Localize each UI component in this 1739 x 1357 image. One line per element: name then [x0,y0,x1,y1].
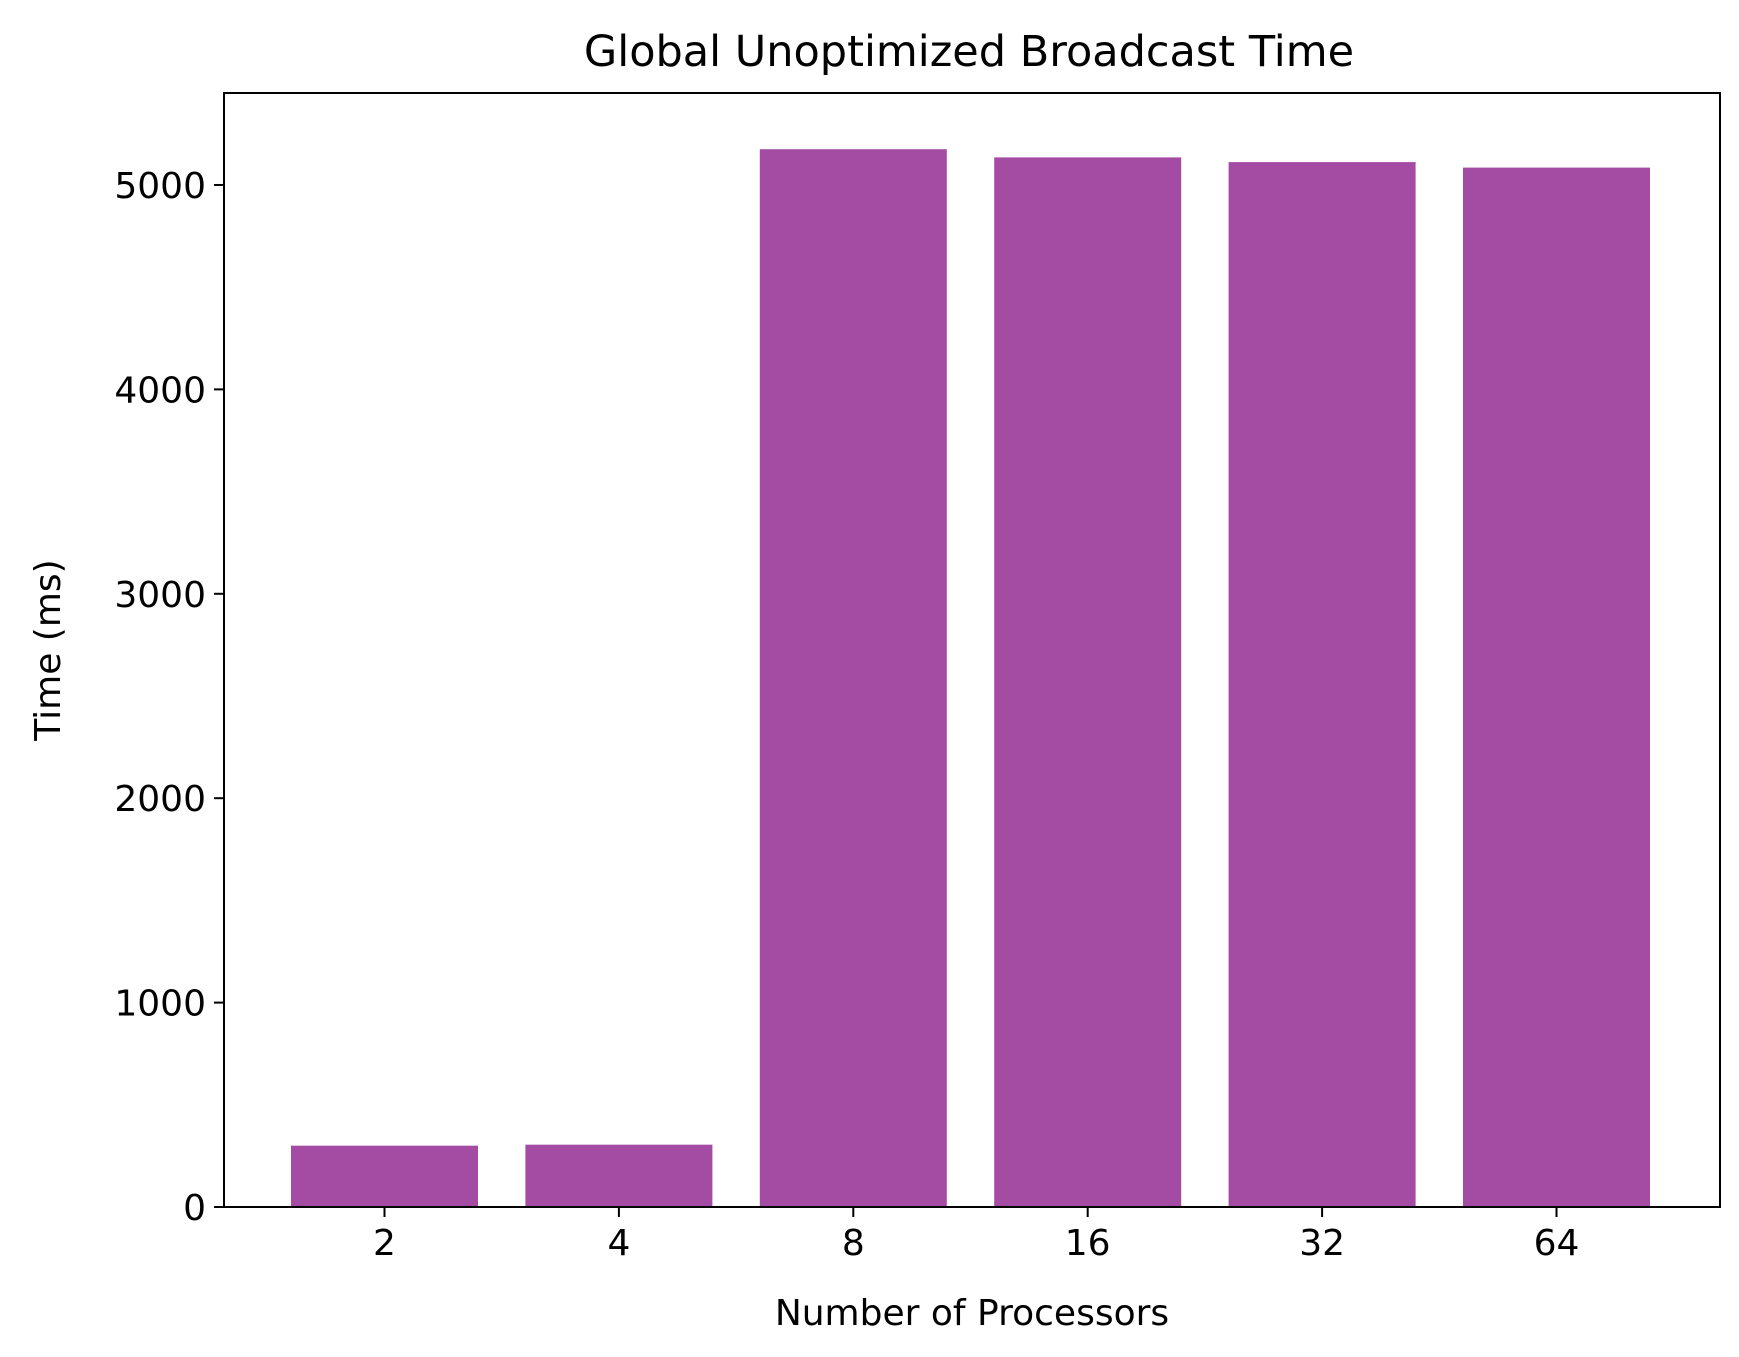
x-axis: 2 4 8 16 32 64 [373,1207,1579,1264]
bar-32 [1228,162,1416,1208]
y-tick-label-5000: 5000 [114,166,206,207]
x-tick-label-4: 4 [607,1223,630,1264]
x-axis-label: Number of Processors [775,1293,1169,1334]
chart-title: Global Unoptimized Broadcast Time [584,27,1354,77]
y-axis: 0 1000 2000 3000 4000 5000 [114,166,224,1229]
bar-16 [994,157,1182,1207]
x-tick-label-64: 64 [1534,1223,1580,1264]
x-tick-label-8: 8 [842,1223,865,1264]
bar-4 [525,1144,713,1207]
y-tick-label-2000: 2000 [114,779,206,820]
y-tick-label-3000: 3000 [114,575,206,616]
y-axis-label: Time (ms) [28,559,69,741]
bars-layer [291,149,1650,1208]
x-tick-label-2: 2 [373,1223,396,1264]
y-tick-label-0: 0 [183,1188,206,1229]
bar-2 [291,1145,478,1207]
bar-8 [759,149,947,1208]
plot-area-frame [223,92,1721,1208]
bar-64 [1463,167,1650,1208]
y-tick-label-1000: 1000 [114,984,206,1025]
x-tick-label-32: 32 [1299,1223,1345,1264]
y-tick-label-4000: 4000 [114,370,206,411]
x-tick-label-16: 16 [1065,1223,1111,1264]
